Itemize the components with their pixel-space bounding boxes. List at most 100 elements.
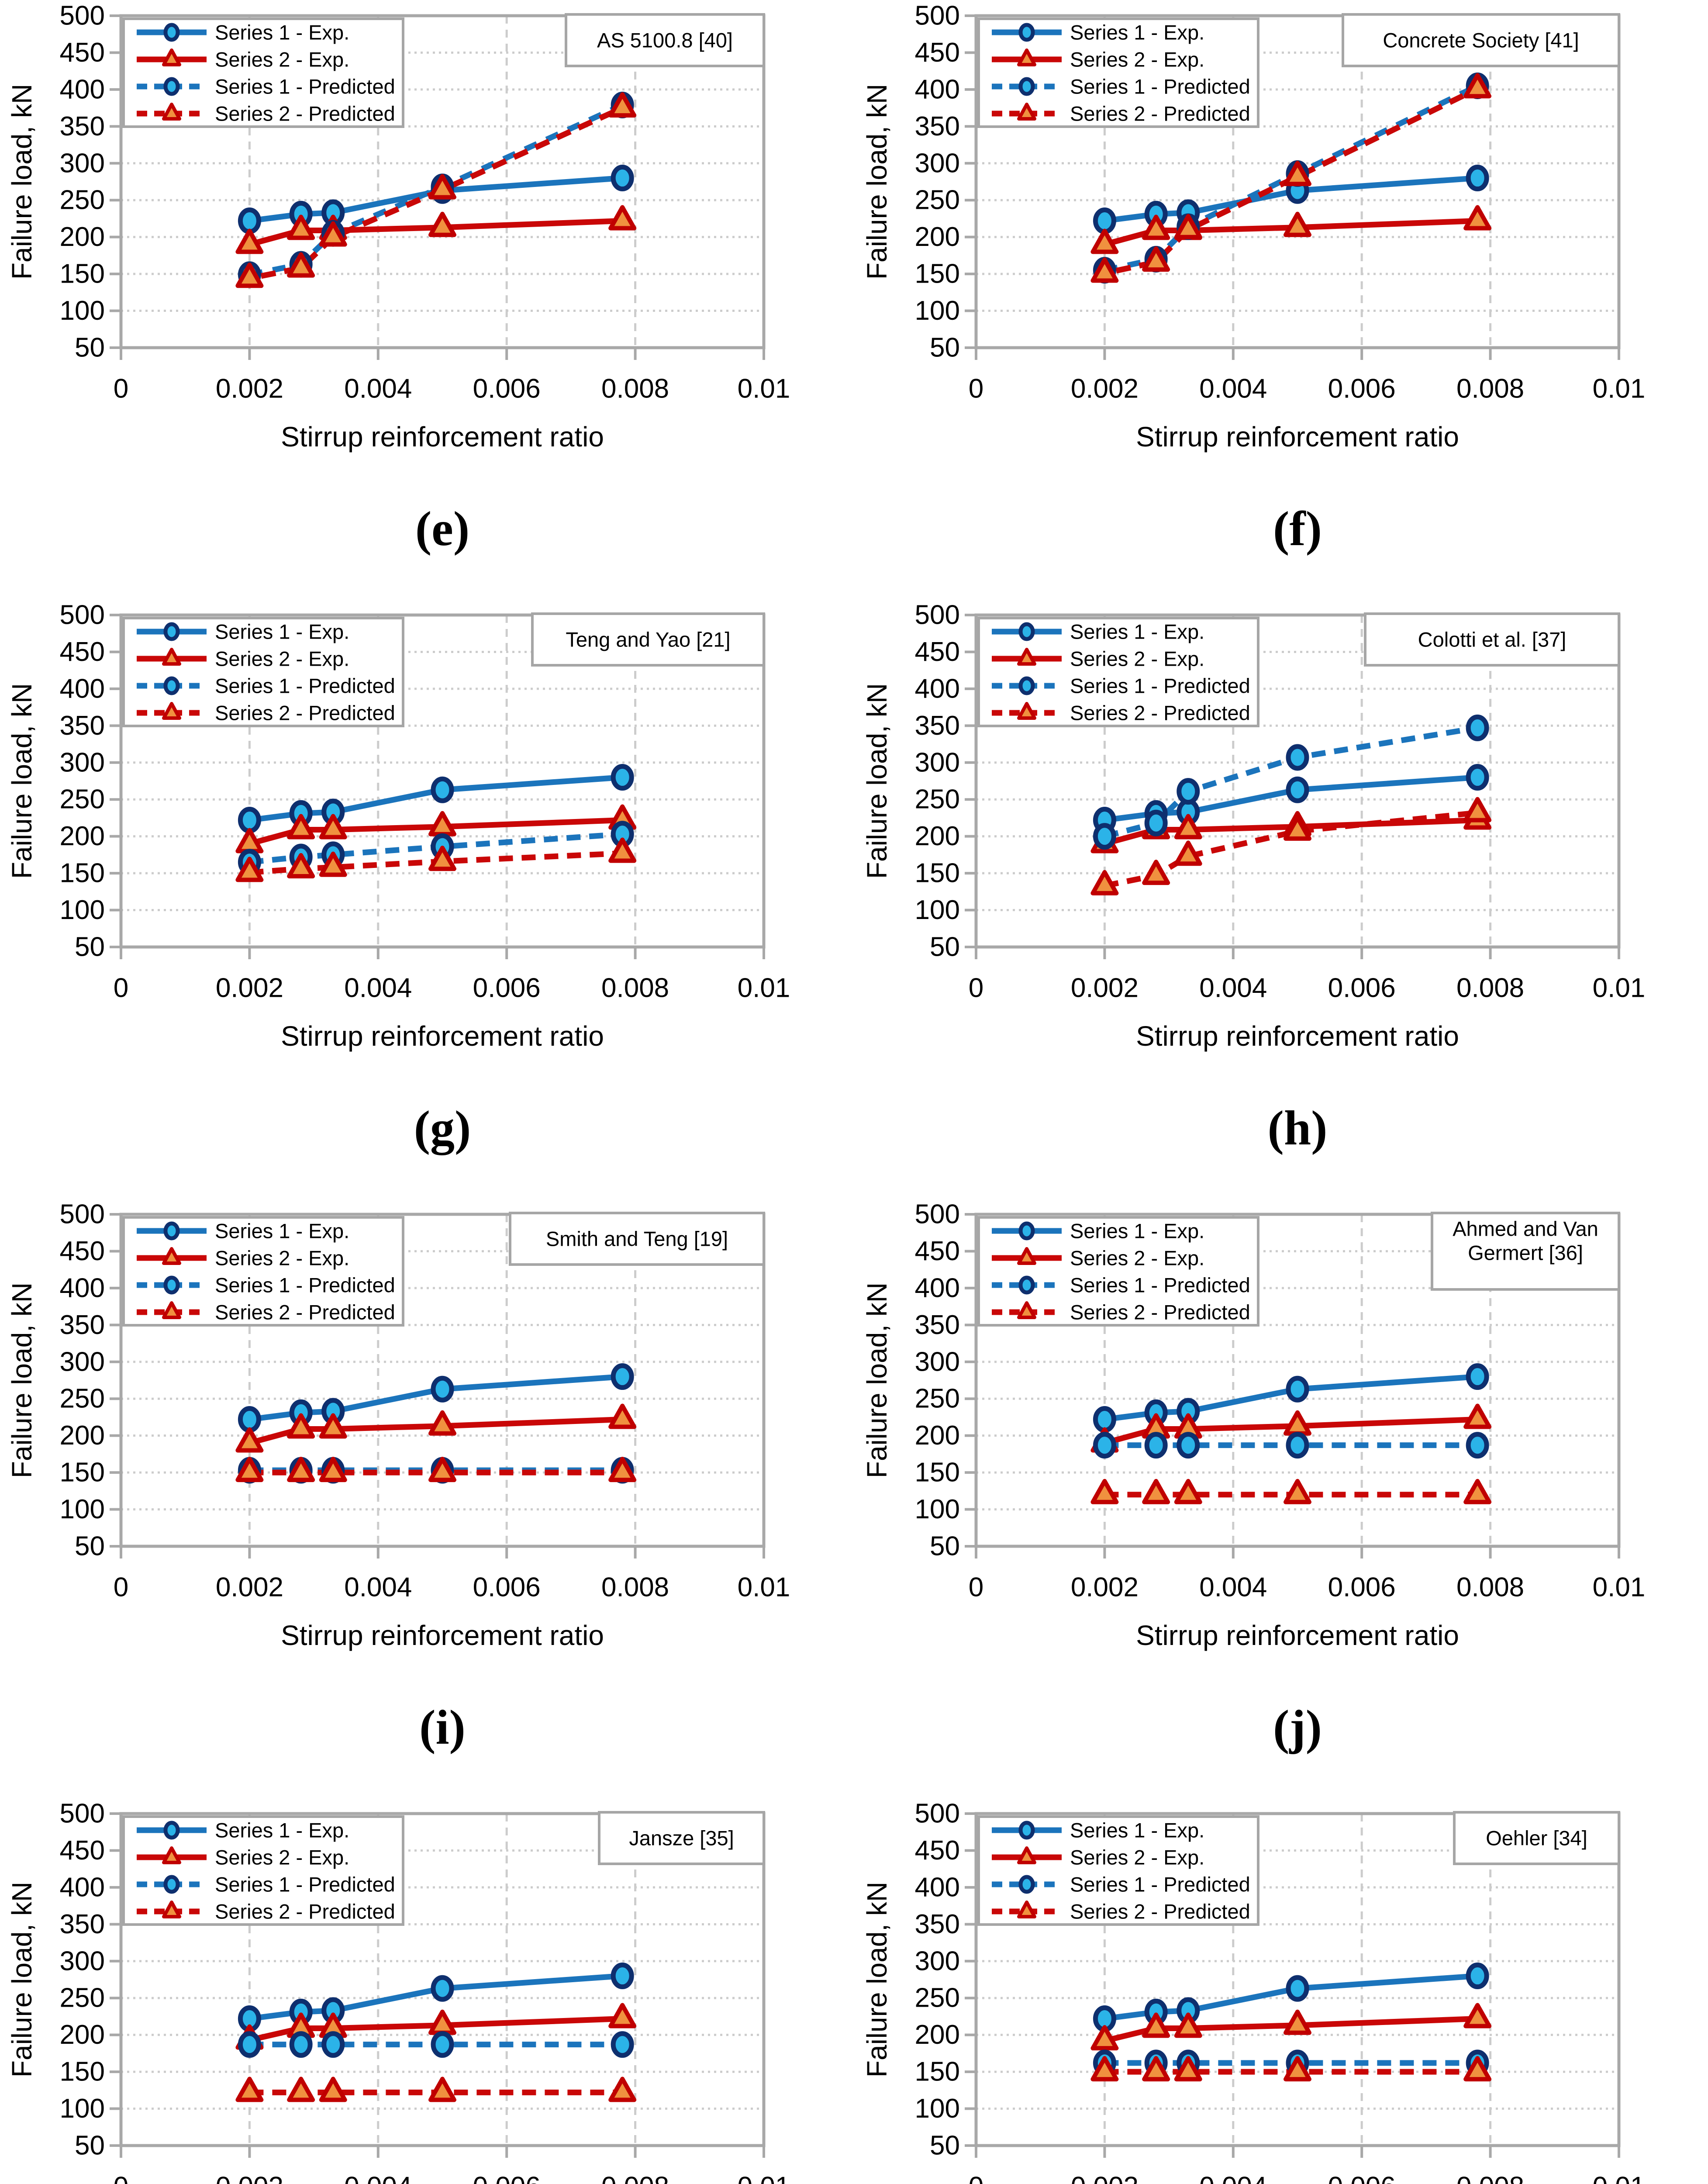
svg-text:0.008: 0.008: [601, 1572, 669, 1603]
svg-text:Series 1 - Exp.: Series 1 - Exp.: [215, 620, 349, 643]
triangle-marker: [428, 1410, 456, 1436]
svg-text:250: 250: [915, 185, 960, 215]
series-markers: [235, 1363, 637, 1484]
triangle-marker: [1090, 228, 1119, 254]
tick-labels: 50 100 150 200 250 300 350 400 450 500 0 0.002 0.004…: [915, 600, 1646, 1003]
legend: Series 1 - Exp. Series 2 - Exp. Series 1 -…: [122, 617, 404, 727]
tick-labels: 50 100 150 200 250 300 350 400 450 500 0 0.002 0.004…: [60, 1, 790, 404]
y-axis-title: Failure load, kN: [6, 683, 38, 879]
circle-marker: [611, 165, 634, 192]
svg-text:200: 200: [915, 2020, 960, 2050]
svg-text:400: 400: [60, 674, 105, 704]
svg-text:Series 2 - Exp.: Series 2 - Exp.: [1070, 1247, 1204, 1270]
chart-canvas-k: 50 100 150 200 250 300 350 400 450 500 0 0.002 0.004…: [6, 1799, 790, 2184]
triangle-marker: [428, 2077, 456, 2102]
tick-labels: 50 100 150 200 250 300 350 400 450 500 0 0.002 0.004…: [60, 1799, 790, 2184]
legend: Series 1 - Exp. Series 2 - Exp. Series 1 -…: [977, 1216, 1259, 1327]
circle-marker: [1466, 764, 1489, 791]
panel-caption-j: (j): [1273, 1700, 1322, 1755]
y-axis-title: Failure load, kN: [6, 1282, 38, 1478]
svg-text:100: 100: [60, 1494, 105, 1524]
reference-title-box: AS 5100.8 [40]: [565, 13, 765, 67]
circle-marker: [1286, 744, 1309, 771]
chart-canvas-i: 50 100 150 200 250 300 350 400 450 500 0 0.002 0.004…: [6, 1199, 790, 1652]
plot-frame: [974, 1213, 1621, 1548]
triangle-marker: [1463, 73, 1492, 99]
svg-text:0.004: 0.004: [1199, 374, 1267, 404]
svg-text:Series 1 - Predicted: Series 1 - Predicted: [1070, 75, 1250, 98]
circle-marker: [1286, 1432, 1309, 1459]
triangle-marker: [1174, 2012, 1202, 2038]
circle-marker: [238, 1406, 261, 1433]
triangle-marker: [235, 828, 264, 854]
circle-marker: [611, 764, 634, 791]
series-markers: [1090, 72, 1492, 284]
chart-canvas-g: 50 100 150 200 250 300 350 400 450 500 0 0.002 0.004…: [6, 600, 790, 1052]
triangle-marker: [428, 174, 456, 200]
triangle-marker: [428, 811, 456, 836]
circle-marker: [431, 1375, 454, 1403]
svg-text:250: 250: [60, 1384, 105, 1414]
x-axis-title: Stirrup reinforcement ratio: [281, 1020, 604, 1052]
svg-text:Jansze [35]: Jansze [35]: [629, 1827, 734, 1850]
svg-text:Series 2 - Predicted: Series 2 - Predicted: [1070, 1301, 1250, 1324]
reference-title-box: Concrete Society [41]: [1342, 13, 1620, 67]
circle-marker: [1177, 1432, 1200, 1459]
svg-text:50: 50: [930, 333, 960, 363]
svg-text:0.004: 0.004: [1199, 1572, 1267, 1603]
svg-text:500: 500: [915, 1, 960, 31]
circle-marker: [1286, 1375, 1309, 1403]
triangle-marker: [319, 2077, 347, 2102]
axis-ticks: [110, 1213, 765, 1559]
svg-text:0: 0: [114, 374, 128, 404]
series-markers: [1090, 714, 1492, 895]
circle-marker: [1466, 1363, 1489, 1390]
triangle-marker: [608, 1457, 637, 1482]
svg-text:0.002: 0.002: [1071, 374, 1139, 404]
circle-marker: [289, 2031, 313, 2058]
svg-text:300: 300: [915, 1347, 960, 1377]
panel-j: 50 100 150 200 250 300 350 400 450 500 0 0.002 0.004…: [855, 1199, 1667, 1798]
svg-text:300: 300: [915, 747, 960, 778]
svg-text:Series 1 - Predicted: Series 1 - Predicted: [215, 674, 395, 698]
svg-text:0.008: 0.008: [1456, 973, 1524, 1003]
circle-marker: [431, 2031, 454, 2058]
svg-text:300: 300: [915, 1946, 960, 1976]
svg-text:Concrete Society [41]: Concrete Society [41]: [1383, 29, 1579, 52]
triangle-marker: [1284, 211, 1311, 237]
svg-text:50: 50: [75, 1531, 105, 1562]
triangle-marker: [235, 263, 264, 288]
circle-marker: [1466, 165, 1489, 192]
svg-text:0.008: 0.008: [601, 2172, 669, 2184]
svg-text:200: 200: [60, 1420, 105, 1451]
triangle-marker: [287, 814, 315, 840]
x-axis-title: Stirrup reinforcement ratio: [1136, 1020, 1459, 1052]
svg-text:400: 400: [915, 74, 960, 104]
triangle-marker: [1284, 1479, 1311, 1504]
triangle-marker: [319, 814, 347, 840]
svg-text:Series 1 - Exp.: Series 1 - Exp.: [215, 1819, 349, 1842]
panel-caption-g: (g): [414, 1101, 471, 1155]
svg-text:200: 200: [60, 222, 105, 252]
svg-text:100: 100: [60, 895, 105, 925]
svg-text:0.006: 0.006: [473, 2172, 541, 2184]
circle-marker: [1093, 1432, 1116, 1459]
svg-text:Series 1 - Predicted: Series 1 - Predicted: [215, 1274, 395, 1297]
svg-text:0.006: 0.006: [473, 973, 541, 1003]
svg-text:300: 300: [60, 148, 105, 178]
svg-text:0.01: 0.01: [1593, 1572, 1646, 1603]
legend: Series 1 - Exp. Series 2 - Exp. Series 1 -…: [122, 1216, 404, 1327]
svg-text:Series 1 - Exp.: Series 1 - Exp.: [1070, 620, 1204, 643]
triangle-marker: [1142, 214, 1170, 240]
x-axis-title: Stirrup reinforcement ratio: [281, 1620, 604, 1651]
panel-h: 50 100 150 200 250 300 350 400 450 500 0 0.002 0.004…: [855, 599, 1667, 1199]
legend: Series 1 - Exp. Series 2 - Exp. Series 1 -…: [977, 617, 1259, 727]
plot-frame: [119, 613, 766, 949]
triangle-marker: [1463, 1403, 1492, 1429]
tick-labels: 50 100 150 200 250 300 350 400 450 500 0 0.002 0.004…: [915, 1799, 1646, 2184]
svg-text:0.006: 0.006: [473, 374, 541, 404]
svg-text:450: 450: [915, 637, 960, 667]
triangle-marker: [1174, 214, 1202, 239]
triangle-marker: [1284, 161, 1311, 187]
svg-text:Series 2 - Exp.: Series 2 - Exp.: [1070, 647, 1204, 670]
